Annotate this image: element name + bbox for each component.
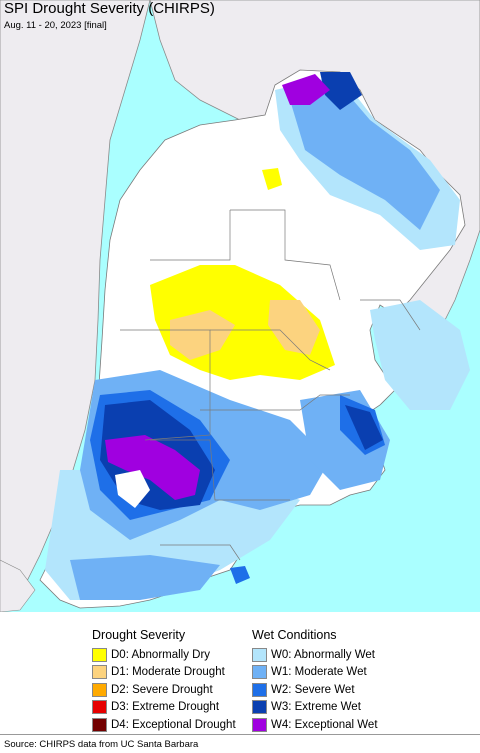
- legend-label: D4: Exceptional Drought: [111, 718, 236, 731]
- patagonia-gap: [115, 470, 150, 508]
- d1-east: [268, 300, 320, 355]
- chile-islands: [0, 559, 36, 612]
- legend-item-d0: D0: Abnormally Dry: [92, 646, 236, 664]
- drought-map: [0, 0, 480, 612]
- legend-label: W1: Moderate Wet: [271, 666, 367, 679]
- legend-label: W4: Exceptional Wet: [271, 718, 378, 731]
- w2-swatch: [252, 682, 267, 697]
- w0-east: [370, 300, 470, 410]
- d0-north: [262, 168, 282, 190]
- d1-center: [170, 310, 235, 360]
- d4-swatch: [92, 717, 107, 732]
- wet-legend: Wet Conditions W0: Abnormally Wet W1: Mo…: [252, 628, 378, 734]
- legend-item-d1: D1: Moderate Drought: [92, 664, 236, 682]
- legend-item-w0: W0: Abnormally Wet: [252, 646, 378, 664]
- d3-swatch: [92, 700, 107, 715]
- legend-item-d3: D3: Extreme Drought: [92, 699, 236, 717]
- legend-item-w1: W1: Moderate Wet: [252, 664, 378, 682]
- w3-north: [320, 72, 362, 110]
- drought-legend-title: Drought Severity: [92, 628, 186, 642]
- map-title: SPI Drought Severity (CHIRPS): [4, 0, 215, 17]
- legend-item-w2: W2: Severe Wet: [252, 681, 378, 699]
- w4-swatch: [252, 717, 267, 732]
- w0-swatch: [252, 647, 267, 662]
- drought-legend: Drought Severity D0: Abnormally Dry D1: …: [92, 628, 236, 734]
- source-note: Source: CHIRPS data from UC Santa Barbar…: [4, 739, 199, 750]
- w3-coast: [345, 405, 383, 450]
- legend-label: W3: Extreme Wet: [271, 701, 361, 714]
- legend-item-d2: D2: Severe Drought: [92, 681, 236, 699]
- legend-label: D2: Severe Drought: [111, 683, 213, 696]
- d2-swatch: [92, 682, 107, 697]
- d1-swatch: [92, 665, 107, 680]
- legend-label: D0: Abnormally Dry: [111, 648, 211, 661]
- internal-borders: [120, 209, 421, 561]
- legend-label: W0: Abnormally Wet: [271, 648, 375, 661]
- legend-item-w4: W4: Exceptional Wet: [252, 716, 378, 734]
- w1-swatch: [252, 665, 267, 680]
- wet-legend-title: Wet Conditions: [252, 628, 337, 642]
- w1-north: [290, 85, 440, 230]
- w4-north: [282, 74, 330, 105]
- w4-patagonia: [105, 435, 200, 500]
- w3-swatch: [252, 700, 267, 715]
- map-subtitle: Aug. 11 - 20, 2023 [final]: [4, 20, 107, 31]
- falkland-blob: [230, 566, 250, 584]
- legend-item-w3: W3: Extreme Wet: [252, 699, 378, 717]
- legend-label: W2: Severe Wet: [271, 683, 355, 696]
- legend-label: D1: Moderate Drought: [111, 666, 225, 679]
- legend-label: D3: Extreme Drought: [111, 701, 220, 714]
- d0-swatch: [92, 647, 107, 662]
- legend-item-d4: D4: Exceptional Drought: [92, 716, 236, 734]
- w1-far-south: [70, 555, 220, 600]
- footer-divider: [0, 734, 480, 735]
- neighbor-land-west: [0, 0, 151, 601]
